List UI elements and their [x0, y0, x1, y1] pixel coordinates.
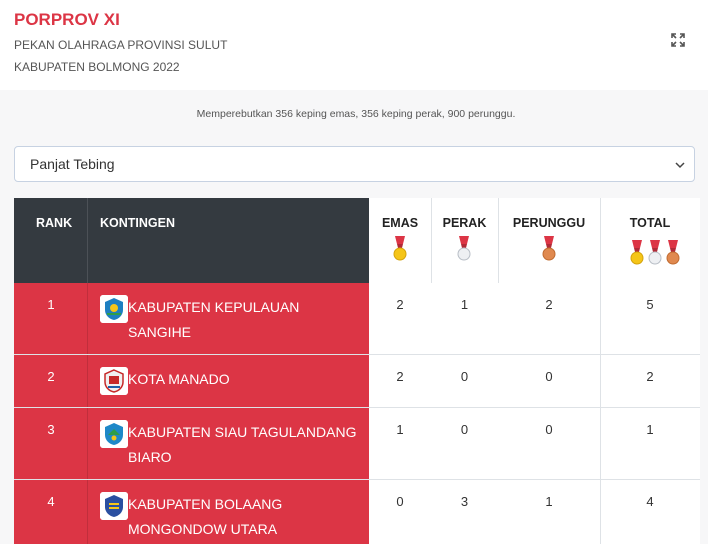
row-rank-cell-bg: [14, 408, 369, 480]
perak-count: 1: [460, 297, 469, 312]
perunggu-count: 1: [545, 494, 553, 509]
table-header-dark: RANK KONTINGEN: [14, 198, 369, 283]
intro-text: Memperebutkan 356 keping emas, 356 kepin…: [196, 108, 516, 120]
row-divider: [600, 355, 601, 408]
col-total: TOTAL: [629, 216, 671, 230]
row-divider: [87, 283, 88, 355]
table-row[interactable]: 2 KOTA MANADO 2 0 0 2: [14, 355, 700, 408]
row-divider: [600, 480, 601, 544]
row-divider: [600, 283, 601, 355]
bronze-medal-icon: [666, 240, 680, 265]
perunggu-count: 0: [545, 369, 553, 384]
row-medal-cell-bg: [369, 355, 700, 408]
row-rank-cell-bg: [14, 355, 369, 408]
header-divider: [87, 198, 88, 283]
perak-count: 0: [460, 369, 469, 384]
header-divider: [600, 198, 601, 283]
sport-select[interactable]: Panjat Tebing: [14, 146, 695, 182]
total-count: 5: [646, 297, 654, 312]
silver-medal-icon: [457, 236, 471, 261]
table-row[interactable]: 1 KABUPATEN KEPULAUAN SANGIHE 2 1 2 5: [14, 283, 700, 355]
contingent-name[interactable]: KABUPATEN SIAU TAGULANDANG BIARO: [128, 424, 357, 465]
col-kontingen: KONTINGEN: [100, 216, 175, 230]
col-emas: EMAS: [381, 216, 419, 230]
header-divider: [498, 198, 499, 283]
regency-emblem-icon: [100, 420, 128, 448]
contingent-name[interactable]: KABUPATEN BOLAANG MONGONDOW UTARA: [128, 496, 283, 537]
col-perak: PERAK: [442, 216, 487, 230]
row-medal-cell-bg: [369, 283, 700, 355]
emas-count: 0: [396, 494, 404, 509]
perak-count: 0: [460, 422, 469, 437]
total-count: 4: [646, 494, 654, 509]
perak-count: 3: [460, 494, 469, 509]
contingent-name[interactable]: KOTA MANADO: [128, 371, 230, 387]
bronze-medal-icon: [542, 236, 556, 261]
expand-icon[interactable]: [670, 32, 686, 48]
sport-select-value: Panjat Tebing: [30, 156, 115, 172]
page-subtitle-event: PEKAN OLAHRAGA PROVINSI SULUT: [14, 38, 228, 52]
rank-value: 2: [47, 369, 55, 384]
row-rank-cell-bg: [14, 480, 369, 544]
gold-medal-icon: [393, 236, 407, 261]
total-count: 2: [646, 369, 654, 384]
table-header-light: EMAS PERAK PERUNGGU TOTAL: [369, 198, 700, 283]
emas-count: 2: [396, 297, 404, 312]
emas-count: 1: [396, 422, 404, 437]
col-perunggu: PERUNGGU: [512, 216, 586, 230]
regency-emblem-icon: [100, 492, 128, 520]
page-header: PORPROV XI PEKAN OLAHRAGA PROVINSI SULUT…: [0, 0, 708, 90]
row-medal-cell-bg: [369, 480, 700, 544]
content-area: Memperebutkan 356 keping emas, 356 kepin…: [0, 90, 708, 544]
contingent-name[interactable]: KABUPATEN KEPULAUAN SANGIHE: [128, 299, 300, 340]
total-count: 1: [646, 422, 654, 437]
emas-count: 2: [396, 369, 404, 384]
row-border: [14, 354, 700, 355]
row-border: [14, 407, 700, 408]
chevron-down-icon: [675, 162, 685, 169]
row-medal-cell-bg: [369, 408, 700, 480]
row-divider: [87, 408, 88, 480]
city-emblem-icon: [100, 367, 128, 395]
regency-emblem-icon: [100, 295, 128, 323]
medal-table: RANK KONTINGEN EMAS PERAK PERUNGGU TOTAL: [14, 198, 700, 544]
rank-value: 3: [47, 422, 55, 437]
row-divider: [600, 408, 601, 480]
table-row[interactable]: 3 KABUPATEN SIAU TAGULANDANG BIARO 1 0 0…: [14, 408, 700, 480]
table-row[interactable]: 4 KABUPATEN BOLAANG MONGONDOW UTARA 0 3 …: [14, 480, 700, 544]
row-divider: [87, 355, 88, 408]
page-subtitle-host: KABUPATEN BOLMONG 2022: [14, 60, 180, 74]
header-divider: [431, 198, 432, 283]
perunggu-count: 2: [545, 297, 553, 312]
gold-medal-icon: [630, 240, 644, 265]
row-divider: [87, 480, 88, 544]
col-rank: RANK: [36, 216, 73, 230]
rank-value: 1: [47, 297, 55, 312]
row-rank-cell-bg: [14, 283, 369, 355]
row-border: [14, 479, 700, 480]
silver-medal-icon: [648, 240, 662, 265]
page-title: PORPROV XI: [14, 10, 120, 29]
rank-value: 4: [47, 494, 55, 509]
perunggu-count: 0: [545, 422, 553, 437]
